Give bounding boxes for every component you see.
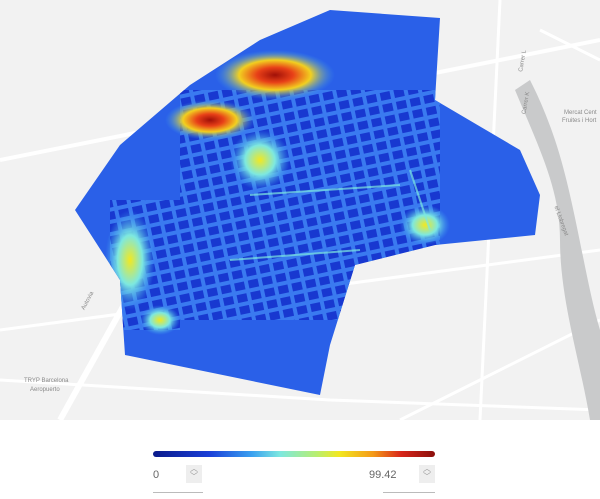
map-label-hotel-1: TRYP Barcelona [24, 378, 69, 384]
map-svg [0, 0, 600, 422]
max-stepper-icon[interactable]: ︿ ﹀ [419, 465, 435, 483]
heatmap-overlay [75, 10, 540, 395]
colorbar [153, 451, 435, 457]
min-value[interactable]: 0 [153, 469, 160, 481]
map-label-market-2: Fruites i Hort [562, 118, 597, 124]
min-stepper-icon[interactable]: ︿ ﹀ [186, 465, 202, 483]
max-value[interactable]: 99.42 [369, 469, 397, 481]
map-label-hotel-2: Aeropuerto [30, 387, 60, 393]
river [515, 80, 600, 420]
max-value-input[interactable]: 99.42 ︿ ﹀ [369, 464, 435, 493]
base-map[interactable]: Carrer L Carrer K Mercat Cent Fruites i … [0, 0, 600, 422]
map-label-market-1: Mercat Cent [564, 110, 597, 116]
min-value-input[interactable]: 0 ︿ ﹀ [153, 464, 203, 493]
